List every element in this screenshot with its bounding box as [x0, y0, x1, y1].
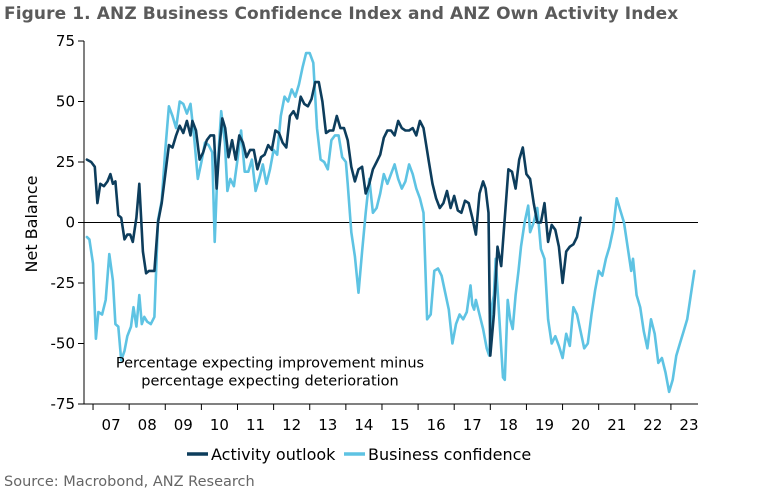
x-tick-label: 15: [390, 416, 409, 434]
x-tick-label: 22: [643, 416, 662, 434]
y-tick-layer: 75 50 25 0 -25 -50 -75: [51, 32, 84, 413]
y-axis-label: Net Balance: [22, 176, 41, 273]
legend-label: Business confidence: [368, 445, 531, 464]
y-tick-label: 25: [56, 153, 75, 171]
axis-layer: [83, 41, 698, 405]
chart-title: Figure 1. ANZ Business Confidence Index …: [4, 4, 679, 24]
x-tick-label: 14: [354, 416, 373, 434]
x-tick-label: 16: [427, 416, 446, 434]
y-tick-label: 50: [56, 93, 75, 111]
series-line-business-confidence: [85, 51, 696, 394]
x-tick-label: 18: [499, 416, 518, 434]
x-tick-label: 13: [318, 416, 337, 434]
x-tick-label: 08: [138, 416, 157, 434]
series-layer: [85, 51, 696, 394]
y-tick-label: -75: [51, 395, 76, 413]
x-tick-label: 21: [607, 416, 626, 434]
x-tick-label: 17: [463, 416, 482, 434]
x-tick-label: 19: [535, 416, 554, 434]
x-tick-label: 23: [679, 416, 698, 434]
annotation-layer: Percentage expecting improvement minus pe…: [116, 356, 424, 390]
y-tick-label: 0: [65, 214, 75, 232]
x-tick-label: 09: [174, 416, 193, 434]
x-tick-layer: 07 08 09 10 11 12 13 14 15 16 17 18 19 20 21 22 23: [92, 404, 699, 434]
x-tick-label: 12: [282, 416, 301, 434]
x-tick-label: 20: [571, 416, 590, 434]
y-tick-label: 75: [56, 32, 75, 50]
chart-annotation: Percentage expecting improvement minus: [116, 356, 424, 372]
x-tick-label: 11: [246, 416, 265, 434]
series-line-activity-outlook: [85, 80, 582, 357]
source-note: Source: Macrobond, ANZ Research: [4, 474, 255, 490]
x-tick-label: 10: [210, 416, 229, 434]
y-tick-label: -25: [51, 274, 76, 292]
y-tick-label: -50: [51, 335, 76, 353]
x-tick-label: 07: [102, 416, 121, 434]
legend: Activity outlook Business confidence: [187, 445, 531, 464]
legend-label: Activity outlook: [211, 445, 336, 464]
chart-annotation: percentage expecting deterioration: [141, 374, 398, 390]
